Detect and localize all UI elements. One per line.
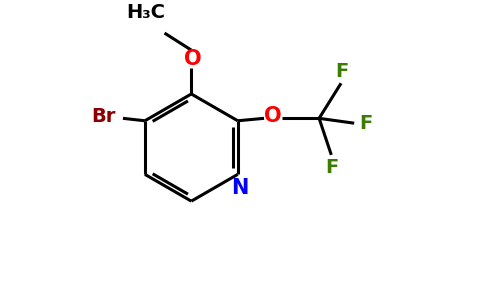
Text: F: F	[360, 114, 373, 133]
Text: H₃C: H₃C	[126, 3, 166, 22]
Text: N: N	[231, 178, 249, 198]
Text: F: F	[335, 61, 348, 81]
Text: Br: Br	[91, 107, 116, 126]
Text: O: O	[264, 106, 282, 126]
Text: F: F	[326, 158, 339, 177]
Text: O: O	[184, 49, 202, 69]
